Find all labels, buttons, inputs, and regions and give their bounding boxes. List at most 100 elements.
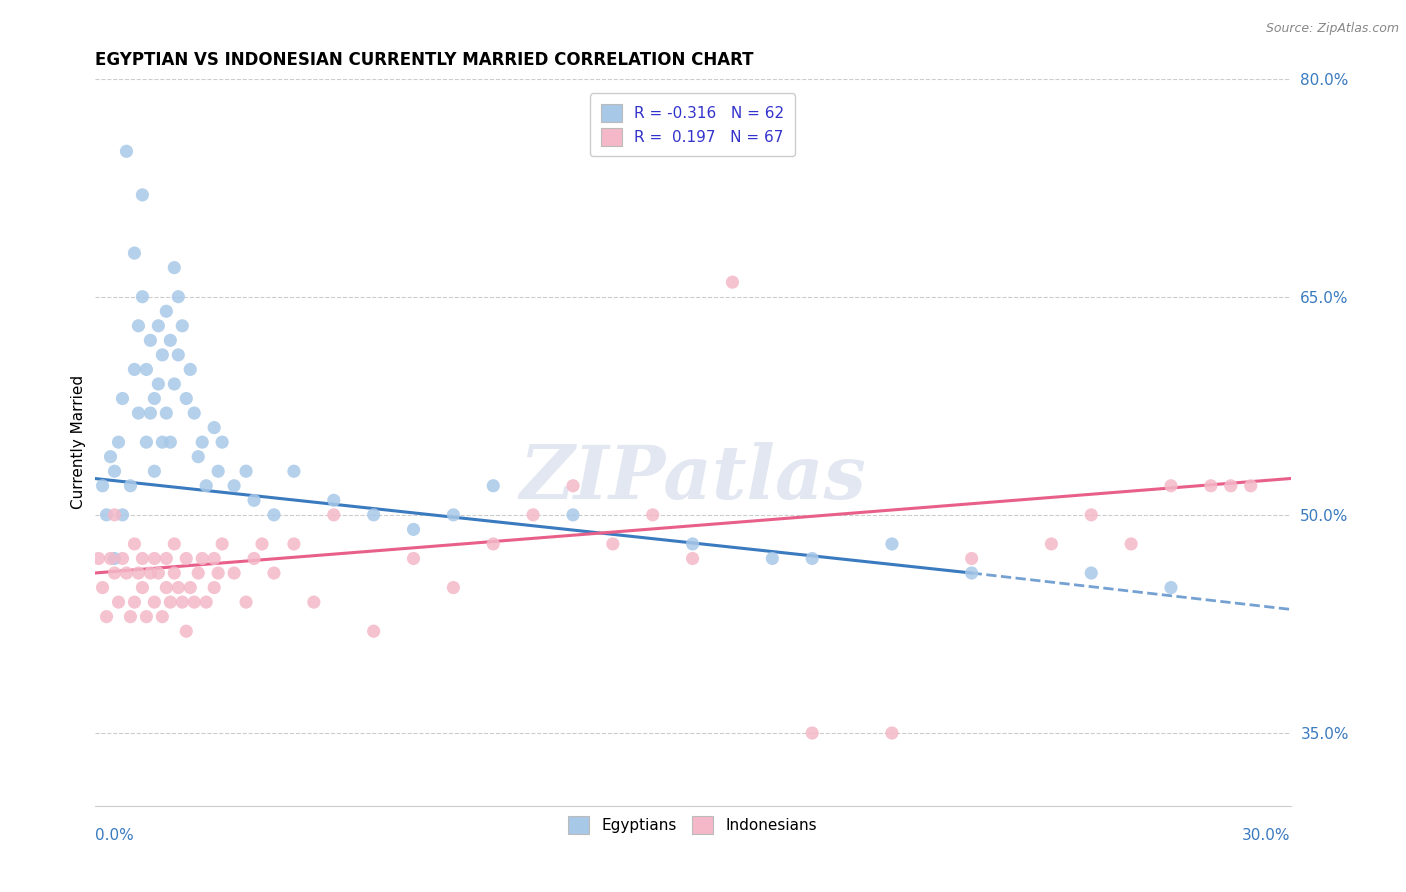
Point [167,348,190,362]
Point [150,609,173,624]
Point [124,362,146,376]
Point [363,508,385,522]
Point [131,290,153,304]
Point [155,304,177,318]
Point [143,392,166,406]
Point [172,595,194,609]
Point [602,537,624,551]
Point [139,566,162,580]
Point [363,624,385,639]
Point [124,537,146,551]
Point [562,479,585,493]
Point [322,493,344,508]
Point [250,537,273,551]
Text: EGYPTIAN VS INDONESIAN CURRENTLY MARRIED CORRELATION CHART: EGYPTIAN VS INDONESIAN CURRENTLY MARRIED… [94,51,754,69]
Point [120,609,142,624]
Text: ZIPatlas: ZIPatlas [519,442,866,515]
Point [1160,581,1182,595]
Point [302,595,325,609]
Point [163,376,186,391]
Point [87,551,110,566]
Point [148,376,170,391]
Point [441,508,464,522]
Point [127,318,149,333]
Legend: Egyptians, Indonesians: Egyptians, Indonesians [560,809,825,842]
Point [322,508,344,522]
Point [143,595,166,609]
Y-axis label: Currently Married: Currently Married [72,375,86,509]
Point [150,435,173,450]
Point [115,566,138,580]
Point [880,726,903,740]
Point [111,508,134,522]
Point [191,551,214,566]
Point [174,551,197,566]
Point [482,479,505,493]
Point [880,537,903,551]
Point [243,551,266,566]
Point [224,566,246,580]
Point [135,435,157,450]
Point [135,362,157,376]
Point [139,334,162,348]
Point [243,493,266,508]
Point [522,508,544,522]
Point [202,420,225,434]
Point [159,435,181,450]
Point [100,450,122,464]
Point [187,566,209,580]
Point [721,275,744,289]
Point [150,348,173,362]
Point [641,508,664,522]
Point [107,435,129,450]
Point [1240,479,1263,493]
Point [127,566,149,580]
Point [127,406,149,420]
Point [682,537,704,551]
Point [172,318,194,333]
Point [131,188,153,202]
Point [174,624,197,639]
Point [96,508,118,522]
Point [801,726,824,740]
Point [148,318,170,333]
Point [143,464,166,478]
Point [224,479,246,493]
Point [139,406,162,420]
Point [960,551,983,566]
Point [402,551,425,566]
Point [159,334,181,348]
Point [103,566,125,580]
Point [211,435,233,450]
Point [801,551,824,566]
Point [1219,479,1241,493]
Point [179,362,201,376]
Point [124,246,146,260]
Point [91,581,114,595]
Point [135,609,157,624]
Point [207,566,229,580]
Point [183,406,205,420]
Point [155,581,177,595]
Point [283,464,305,478]
Point [120,479,142,493]
Point [195,595,218,609]
Point [202,551,225,566]
Point [482,537,505,551]
Point [100,551,122,566]
Point [111,551,134,566]
Point [682,551,704,566]
Point [191,435,214,450]
Point [562,508,585,522]
Point [159,595,181,609]
Point [103,551,125,566]
Point [179,581,201,595]
Point [111,392,134,406]
Point [1080,566,1102,580]
Point [211,537,233,551]
Point [235,464,257,478]
Point [155,406,177,420]
Point [761,551,783,566]
Point [115,145,138,159]
Point [96,609,118,624]
